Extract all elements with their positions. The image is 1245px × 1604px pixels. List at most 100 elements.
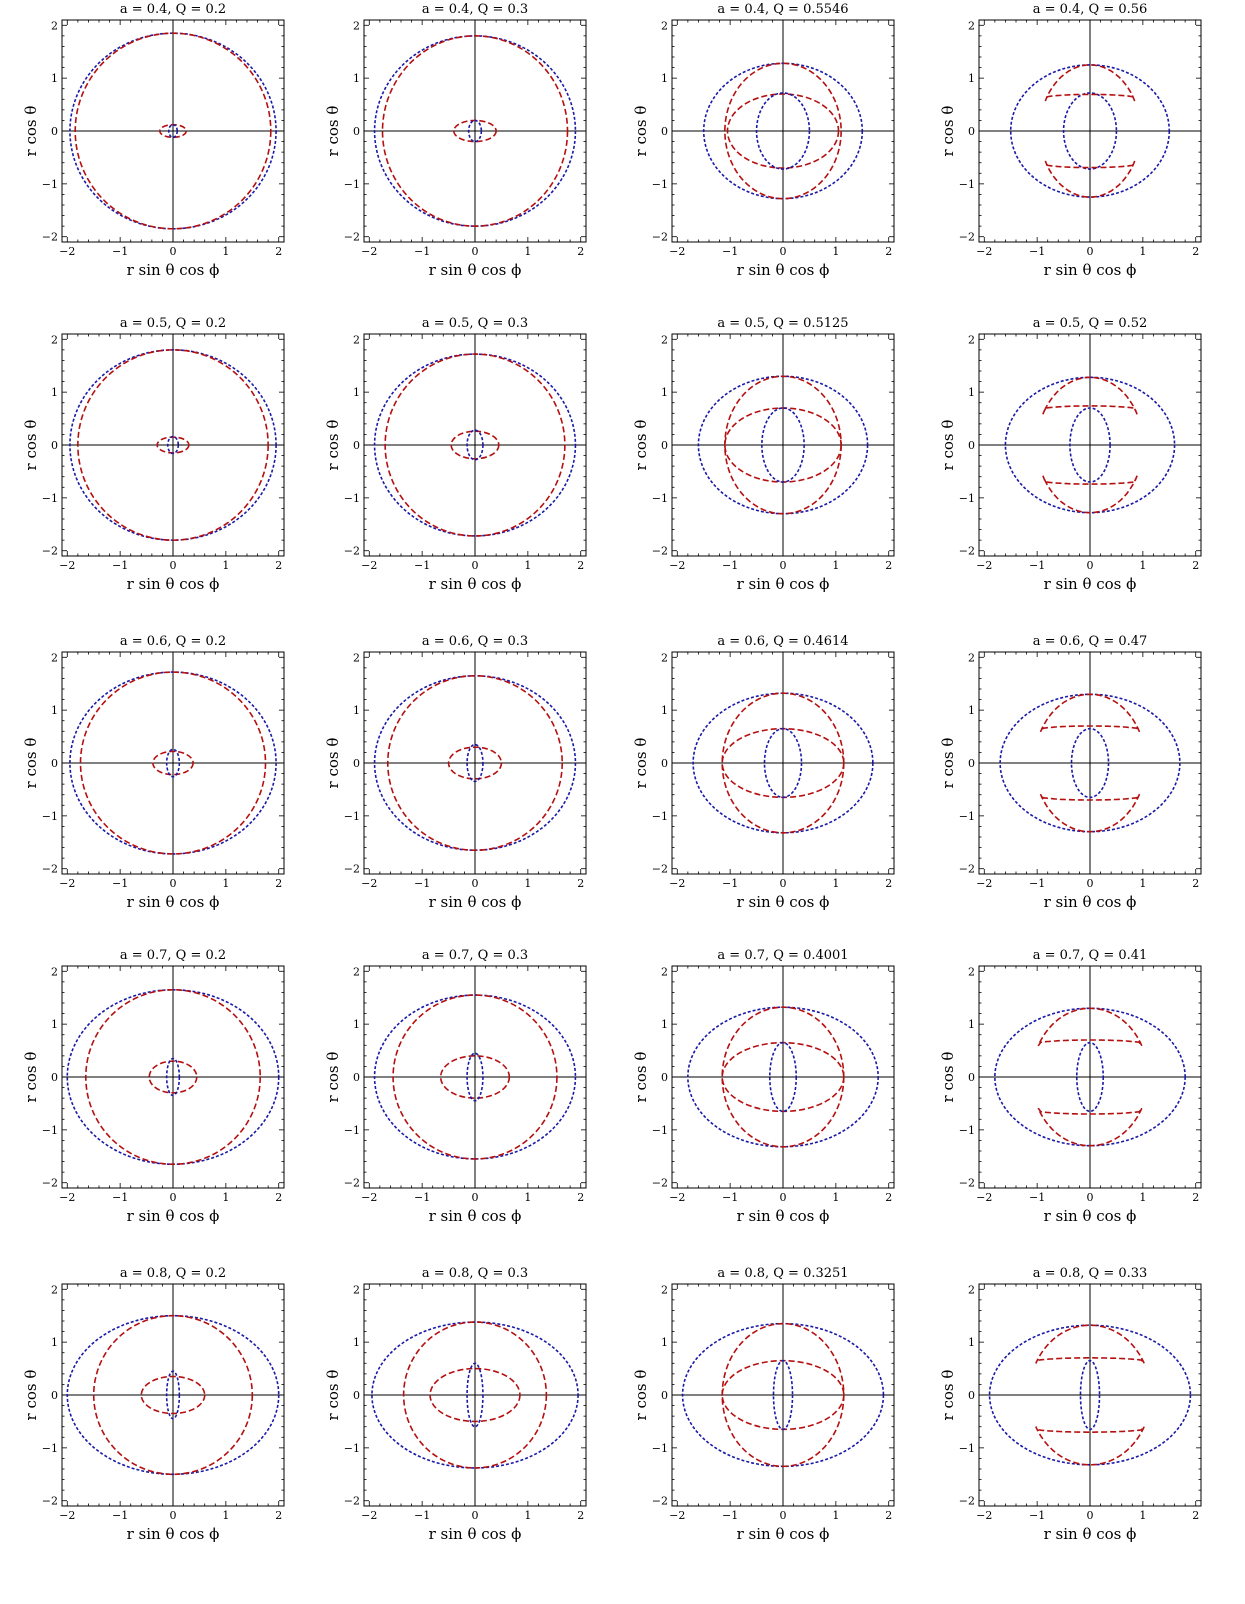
y-tick-label: −1	[652, 492, 668, 505]
x-tick-label: −1	[414, 559, 430, 572]
contour-curve	[1070, 727, 1110, 799]
x-tick-label: 1	[1139, 1509, 1146, 1522]
contour-curve	[1004, 376, 1176, 514]
contour-curve	[466, 429, 484, 461]
contour-curve	[167, 123, 179, 139]
y-axis-label: r cos θ	[939, 738, 957, 789]
y-tick-label: 0	[661, 1389, 668, 1402]
contour-curve	[386, 674, 564, 852]
y-tick-label: 2	[51, 651, 58, 664]
x-tick-label: 0	[1087, 559, 1094, 572]
panel-title: a = 0.7, Q = 0.41	[1033, 948, 1148, 963]
y-tick-label: 1	[968, 1018, 975, 1031]
y-tick-label: −1	[652, 1124, 668, 1137]
x-tick-label: −2	[669, 877, 685, 890]
y-tick-label: 0	[353, 1389, 360, 1402]
x-tick-label: 1	[832, 559, 839, 572]
contour-curve	[74, 32, 272, 230]
x-tick-label: 0	[170, 559, 177, 572]
y-tick-label: −2	[652, 863, 668, 876]
x-tick-label: 1	[832, 245, 839, 258]
contour-curve	[165, 748, 181, 778]
x-tick-label: 0	[170, 1191, 177, 1204]
contour-curve	[384, 353, 566, 537]
x-tick-label: 0	[170, 877, 177, 890]
x-tick-label: 2	[577, 559, 584, 572]
y-tick-label: 0	[968, 1389, 975, 1402]
x-tick-label: 1	[832, 877, 839, 890]
x-axis-label: r sin θ cos ϕ	[737, 893, 830, 911]
x-tick-label: 2	[885, 877, 892, 890]
y-axis-label: r cos θ	[632, 1370, 650, 1421]
x-tick-label: 1	[524, 1191, 531, 1204]
crescent-curve	[1035, 1426, 1145, 1466]
contour-curve	[371, 1321, 579, 1469]
x-tick-label: 0	[780, 245, 787, 258]
x-tick-label: 1	[832, 1509, 839, 1522]
y-tick-label: −2	[959, 1495, 975, 1508]
x-axis-label: r sin θ cos ϕ	[429, 575, 522, 593]
panel-title: a = 0.8, Q = 0.3	[422, 1266, 528, 1281]
plot-svg: a = 0.8, Q = 0.3251 −2−2 −1 −1 0 0 1 1 2 2 r sin θ…	[632, 1266, 895, 1543]
x-tick-label: 2	[275, 877, 282, 890]
x-tick-label: 0	[1087, 1509, 1094, 1522]
y-tick-label: 0	[51, 125, 58, 138]
y-tick-label: −1	[42, 1124, 58, 1137]
plot-panel: a = 0.7, Q = 0.4001 −2 −2 −1 −1 0 0 1 1 2 2 r sin θ…	[620, 946, 920, 1266]
x-tick-label: −2	[669, 245, 685, 258]
panel-title: a = 0.4, Q = 0.2	[120, 2, 226, 17]
plot-svg: a = 0.4, Q = 0.56 −2−2 −1 −1 0 0 1 1 2 2 r sin θ c…	[939, 2, 1202, 279]
y-tick-label: −1	[344, 1442, 360, 1455]
y-tick-label: 0	[661, 125, 668, 138]
y-tick-label: 1	[661, 1336, 668, 1349]
x-tick-label: 1	[222, 245, 229, 258]
x-tick-label: −2	[59, 245, 75, 258]
x-tick-label: 0	[780, 877, 787, 890]
x-tick-label: −2	[361, 1191, 377, 1204]
y-tick-label: 0	[353, 125, 360, 138]
x-tick-label: 2	[577, 245, 584, 258]
crescent-curve	[1039, 793, 1141, 833]
panel-title: a = 0.8, Q = 0.3251	[717, 1266, 848, 1281]
plot-panel: a = 0.7, Q = 0.2 −2 −2 −1 −1 0 0 1 1 2 2 r sin θ co…	[10, 946, 310, 1266]
x-axis-label: r sin θ cos ϕ	[1044, 261, 1137, 279]
x-tick-label: −1	[112, 245, 128, 258]
y-tick-label: 1	[51, 72, 58, 85]
panel-title: a = 0.5, Q = 0.2	[120, 316, 226, 331]
x-tick-label: −1	[112, 559, 128, 572]
y-tick-label: 2	[661, 333, 668, 346]
y-tick-label: 1	[968, 386, 975, 399]
panel-title: a = 0.5, Q = 0.5125	[717, 316, 848, 331]
x-tick-label: 2	[275, 245, 282, 258]
y-tick-label: 1	[661, 386, 668, 399]
x-tick-label: 0	[1087, 877, 1094, 890]
plot-panel: a = 0.6, Q = 0.4614 −2 −2 −1 −1 0 0 1 1 2 2 r sin θ…	[620, 632, 920, 952]
y-tick-label: −2	[344, 1177, 360, 1190]
x-tick-label: −2	[976, 1509, 992, 1522]
contour-curve	[988, 1324, 1192, 1466]
y-tick-label: 1	[661, 72, 668, 85]
panel-title: a = 0.8, Q = 0.2	[120, 1266, 226, 1281]
contour-curve	[77, 349, 269, 541]
x-tick-label: 2	[1192, 1191, 1199, 1204]
x-axis-label: r sin θ cos ϕ	[737, 1525, 830, 1543]
x-tick-label: 1	[222, 1509, 229, 1522]
x-axis-label: r sin θ cos ϕ	[1044, 1525, 1137, 1543]
x-tick-label: 2	[885, 245, 892, 258]
y-axis-label: r cos θ	[632, 1052, 650, 1103]
x-tick-label: 2	[577, 1509, 584, 1522]
contour-curve	[69, 671, 277, 855]
plot-panel: a = 0.8, Q = 0.3 −2 −2 −1 −1 0 0 1 1 2 2 r sin θ co…	[312, 1264, 612, 1584]
panel-title: a = 0.5, Q = 0.3	[422, 316, 528, 331]
x-tick-label: −1	[722, 245, 738, 258]
y-tick-label: 1	[968, 1336, 975, 1349]
y-tick-label: −1	[652, 810, 668, 823]
x-tick-label: 0	[1087, 245, 1094, 258]
plot-svg: a = 0.8, Q = 0.33 −2−2 −1 −1 0 0 1 1 2 2 r sin θ c…	[939, 1266, 1202, 1543]
plot-svg: a = 0.7, Q = 0.3 −2−2 −1 −1 0 0 1 1 2 2 r sin θ co…	[324, 948, 587, 1225]
y-tick-label: −2	[652, 1177, 668, 1190]
x-axis-label: r sin θ cos ϕ	[429, 893, 522, 911]
y-tick-label: 0	[661, 1071, 668, 1084]
contour-curve	[447, 746, 503, 780]
plot-svg: a = 0.5, Q = 0.5125 −2−2 −1 −1 0 0 1 1 2 2 r sin θ…	[632, 316, 895, 593]
